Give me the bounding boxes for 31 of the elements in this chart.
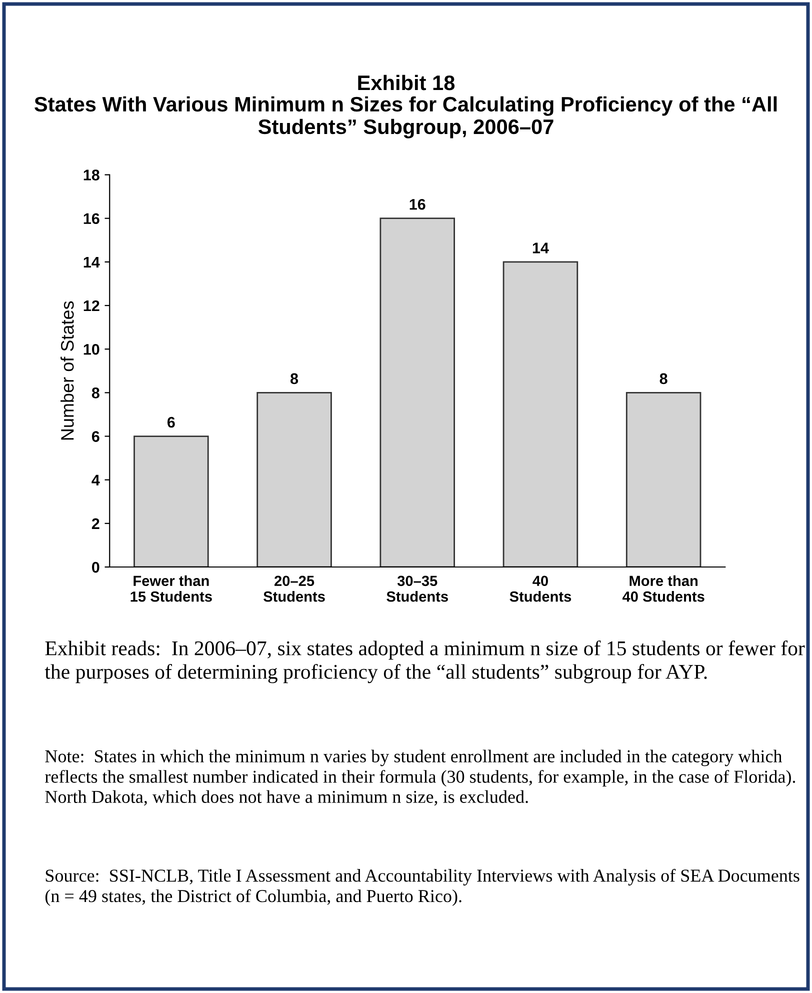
y-tick-label: 2 — [92, 518, 100, 529]
x-tick-label: 40 Students — [510, 576, 572, 602]
x-tick-label: More than 40 Students — [622, 575, 704, 602]
bar — [380, 218, 455, 568]
data-label: 8 — [660, 373, 668, 384]
y-tick-label: 6 — [92, 431, 100, 442]
bar — [134, 436, 209, 568]
data-label: 14 — [532, 242, 549, 254]
y-tick-label: 14 — [84, 256, 100, 268]
bar — [502, 261, 578, 568]
y-tick-label: 16 — [84, 213, 100, 224]
data-label: 8 — [290, 373, 298, 384]
y-tick-label: 0 — [92, 562, 100, 573]
y-tick-label: 8 — [92, 388, 100, 398]
data-label: 6 — [167, 416, 175, 428]
text: Exhibit reads: In 2006–07, six states adopted a minimum n size of 15 students or fewer for the purposes of determining proficiency of the “all students” subgroup for AYP. — [44, 640, 805, 684]
text: Note: States in which the minimum n varies by student enrollment are included in the category which reflects the smallest number indicated in their formula (30 students, for example, in the case of Florida). North Dakota, which does not have a minimum n size, is excluded. — [45, 750, 796, 806]
y-tick-label: 18 — [84, 170, 100, 180]
x-tick-label: 20–25 Students — [264, 576, 325, 602]
bar — [626, 392, 702, 568]
source-note: Source: SSI-NCLB, Title I Assessment and Accountability Interviews with Analysis of SEA Documents (n = 49 states, the District of Columbia, and Puerto Rico). — [45, 868, 800, 906]
y-tick-label: 4 — [92, 474, 100, 486]
y-axis-title: Number of States — [60, 301, 74, 440]
data-label: 16 — [410, 198, 426, 210]
chart-subtitle: States With Various Minimum n Sizes for Calculating Proficiency of the “All Students” Subgroup, 2006–07 — [34, 96, 777, 138]
bar — [256, 392, 332, 568]
x-tick-label: 30–35 Students — [386, 576, 448, 602]
x-tick-label: Fewer than 15 Students — [130, 575, 212, 602]
chart-title: Exhibit 18 — [358, 74, 455, 90]
y-tick-label: 12 — [84, 300, 100, 312]
y-tick-label: 10 — [84, 344, 100, 355]
